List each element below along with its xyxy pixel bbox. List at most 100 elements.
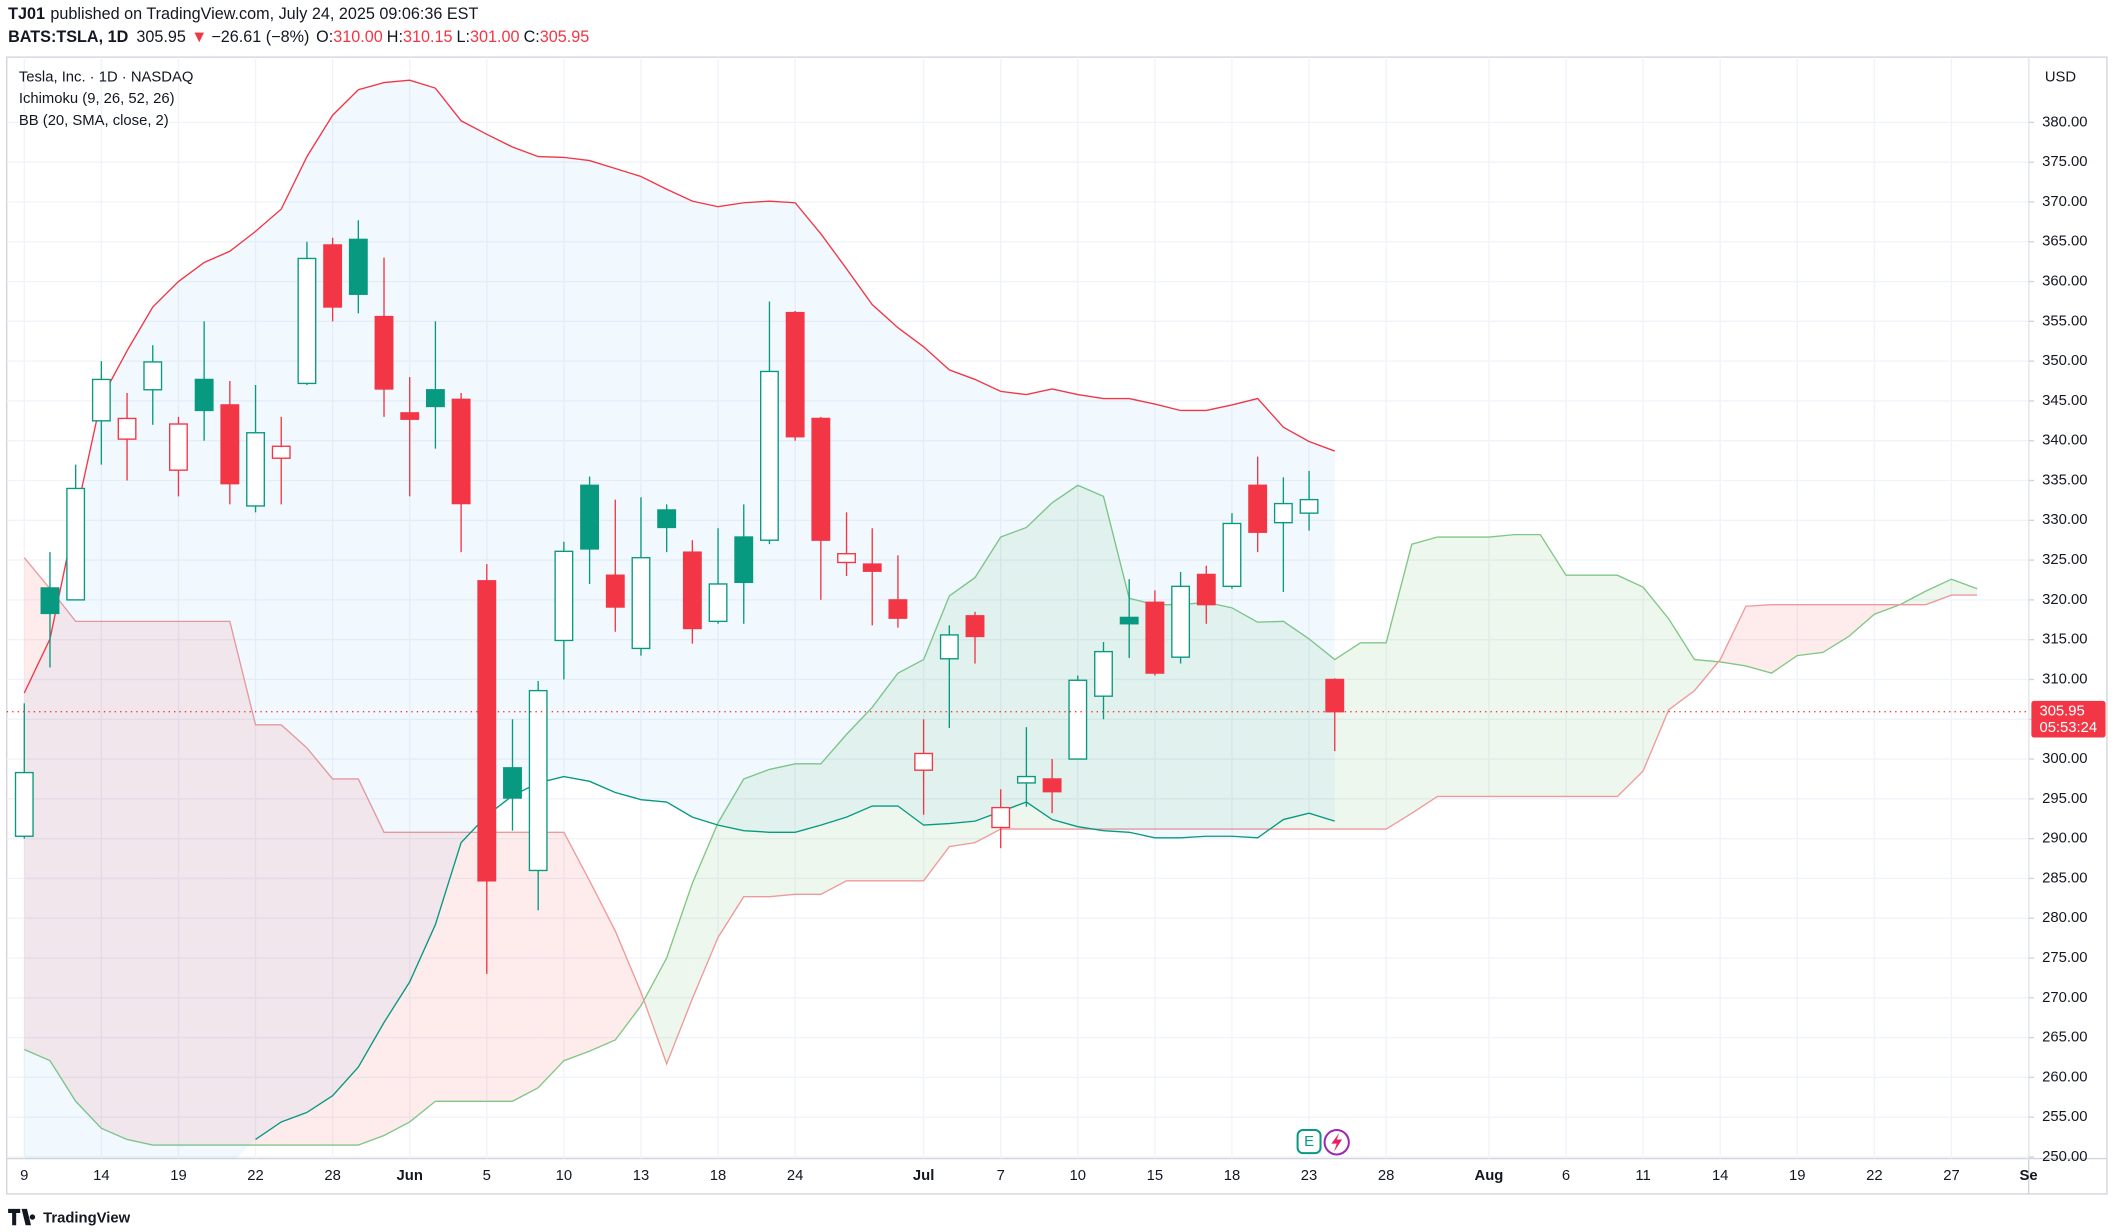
y-tick-label: 350.00	[2042, 353, 2087, 369]
countdown: 05:53:24	[2039, 720, 2097, 736]
x-tick-label: 18	[1224, 1168, 1240, 1184]
y-tick-label: 375.00	[2042, 154, 2087, 170]
cloud-fill	[538, 832, 564, 1088]
candle-body	[323, 244, 343, 308]
y-tick-label: 355.00	[2042, 313, 2087, 329]
h-value: 310.15	[403, 28, 453, 46]
candle-body	[1196, 573, 1216, 606]
price-label: 305.95	[2039, 704, 2084, 720]
earnings-label: E	[1304, 1134, 1314, 1150]
cloud-fill	[229, 621, 256, 1146]
cloud-fill	[127, 621, 153, 1146]
x-tick-label: 14	[1712, 1168, 1728, 1184]
y-tick-label: 300.00	[2042, 751, 2087, 767]
cloud-fill	[1514, 534, 1541, 797]
c-value: 305.95	[540, 28, 590, 46]
candle-body	[708, 583, 728, 623]
candle-body	[1171, 585, 1191, 658]
cloud-fill	[897, 659, 924, 881]
candle-body	[631, 557, 651, 650]
cloud-fill	[1231, 607, 1258, 830]
candle-body	[1119, 616, 1139, 625]
cloud-fill	[1797, 604, 1823, 656]
cloud-fill	[101, 621, 128, 1140]
cloud-fill	[486, 832, 513, 1102]
cloud-fill	[1360, 642, 1387, 830]
l-value: 301.00	[470, 28, 520, 46]
cloud-fill	[1745, 604, 1772, 674]
candle-body	[1094, 650, 1113, 697]
x-tick-label: 23	[1301, 1168, 1317, 1184]
candle-body	[528, 689, 548, 872]
y-tick-label: 285.00	[2042, 870, 2087, 886]
y-tick-label: 380.00	[2042, 114, 2087, 130]
cloud-fill	[1822, 604, 1849, 653]
cloud-fill	[615, 930, 641, 1040]
cloud-fill	[1900, 591, 1926, 605]
cloud-fill	[666, 883, 693, 1064]
candle-body	[939, 634, 959, 660]
cloud-fill	[358, 778, 385, 1146]
cloud-fill	[512, 832, 539, 1102]
cloud-fill	[820, 734, 847, 895]
symbol-line: BATS:TSLA, 1D 305.95 ▼ −26.61 (−8%) O:310.00…	[8, 28, 589, 46]
y-tick-label: 335.00	[2042, 472, 2087, 488]
candle-body	[40, 587, 60, 615]
x-tick-label: 28	[324, 1168, 340, 1184]
candle-body	[965, 615, 985, 638]
cloud-fill	[1848, 604, 1875, 637]
candle-body	[760, 370, 779, 541]
candle-body	[1145, 601, 1165, 674]
candle-body	[1068, 679, 1088, 760]
cloud-fill	[923, 595, 950, 881]
cloud-fill	[1283, 621, 1310, 830]
y-tick-label: 330.00	[2042, 512, 2087, 528]
candle-body	[400, 412, 420, 420]
y-tick-label: 275.00	[2042, 950, 2087, 966]
candle-body	[425, 389, 445, 408]
cloud-fill	[872, 673, 898, 881]
y-tick-label: 255.00	[2042, 1109, 2087, 1125]
cloud-fill	[332, 778, 359, 1146]
y-tick-label: 320.00	[2042, 592, 2087, 608]
brand-logo	[8, 1208, 36, 1226]
cloud-fill	[384, 832, 410, 1136]
h-key: H:	[387, 28, 403, 46]
o-key: O:	[316, 28, 333, 46]
candle-body	[297, 257, 317, 385]
y-tick-label: 370.00	[2042, 194, 2087, 210]
candle-body	[14, 771, 34, 837]
candle-body	[605, 574, 625, 608]
c-key: C:	[524, 28, 540, 46]
x-tick-label: 19	[170, 1168, 186, 1184]
y-tick-label: 325.00	[2042, 552, 2087, 568]
earnings-icon[interactable]	[1296, 1128, 1322, 1155]
author: TJ01	[8, 5, 45, 23]
cloud-fill	[1643, 587, 1669, 771]
candle-body	[862, 563, 882, 572]
cloud-fill	[1668, 618, 1695, 710]
cloud-fill	[461, 832, 487, 1102]
cloud-fill	[435, 832, 462, 1102]
frame	[6, 56, 2108, 1195]
event-icons: E	[1296, 1128, 1350, 1156]
x-tick-label: 22	[247, 1168, 263, 1184]
cloud-fill	[846, 707, 873, 881]
cloud-fill	[1257, 621, 1284, 830]
band-upper	[23, 79, 1335, 694]
cloud-fill	[281, 724, 307, 1146]
cloud-fill	[1488, 534, 1515, 797]
cloud-fill	[1334, 642, 1361, 830]
cloud-fill	[409, 832, 436, 1122]
cloud-fill	[1180, 602, 1207, 830]
candle-body	[1325, 678, 1345, 713]
cloud-fill	[1411, 537, 1438, 814]
cloud-fill	[1386, 544, 1412, 830]
legend-entry: Ichimoku (9, 26, 52, 26)	[19, 91, 175, 107]
brand: TradingView	[43, 1210, 130, 1226]
y-tick-label: 270.00	[2042, 990, 2087, 1006]
y-tick-label: 340.00	[2042, 433, 2087, 449]
span-a-line	[24, 484, 1978, 1146]
o-value: 310.00	[333, 28, 383, 46]
cloud-fill	[1925, 579, 1952, 605]
